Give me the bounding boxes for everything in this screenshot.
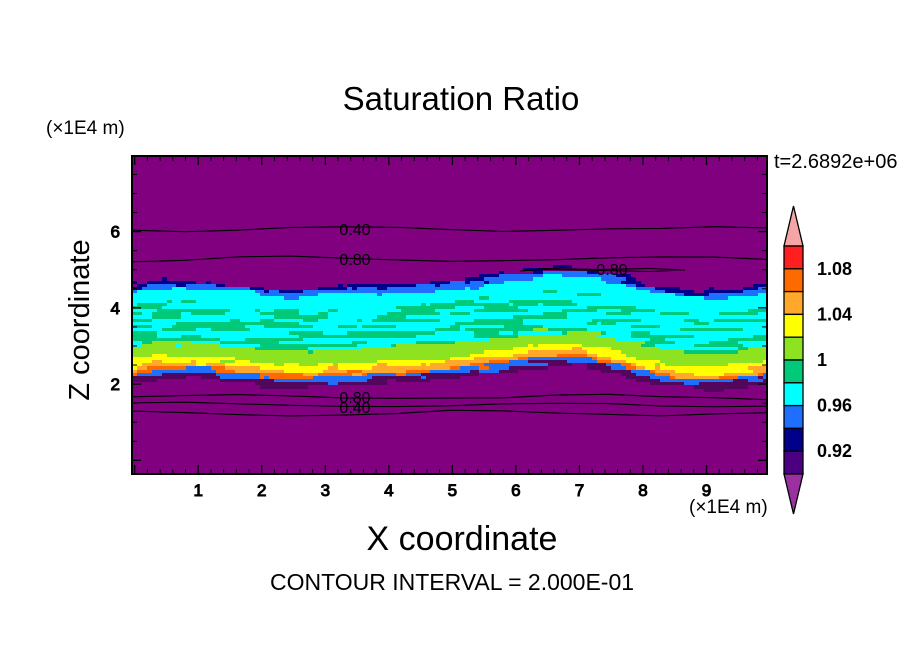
svg-text:(×1E4 m): (×1E4 m) [46,118,125,139]
svg-text:7: 7 [575,481,584,500]
svg-text:1.04: 1.04 [817,304,852,324]
svg-text:9: 9 [702,481,711,500]
svg-text:0.92: 0.92 [817,441,852,461]
svg-text:6: 6 [111,223,120,242]
svg-text:4: 4 [111,299,120,318]
svg-text:2: 2 [257,481,266,500]
svg-text:6: 6 [511,481,520,500]
svg-text:3: 3 [321,481,330,500]
svg-text:CONTOUR INTERVAL = 2.000E-01: CONTOUR INTERVAL = 2.000E-01 [270,569,634,595]
svg-text:Z coordinate: Z coordinate [64,239,96,400]
svg-text:t=2.6892e+06: t=2.6892e+06 [774,151,897,173]
svg-text:8: 8 [638,481,647,500]
svg-text:1: 1 [193,481,202,500]
svg-text:1.08: 1.08 [817,259,852,279]
svg-text:1: 1 [817,350,827,370]
svg-text:2: 2 [111,375,120,394]
svg-text:(×1E4 m): (×1E4 m) [689,497,768,518]
svg-text:0.96: 0.96 [817,396,852,416]
svg-text:X coordinate: X coordinate [367,520,558,558]
svg-text:5: 5 [448,481,457,500]
svg-text:Saturation Ratio: Saturation Ratio [343,80,580,117]
svg-text:4: 4 [384,481,393,500]
